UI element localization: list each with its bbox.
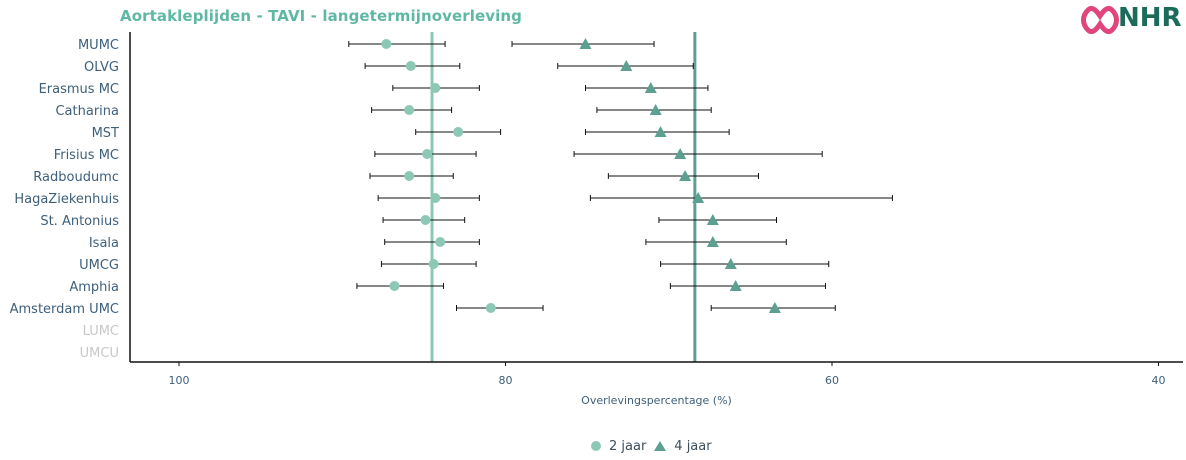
error-bar — [573, 151, 823, 157]
legend-label-2jaar: 2 jaar — [609, 438, 647, 454]
data-point-4jaar — [649, 104, 662, 115]
error-bar — [384, 239, 480, 245]
nhr-logo-icon — [1081, 5, 1119, 35]
y-label: Frisius MC — [54, 148, 119, 163]
y-label: MUMC — [78, 38, 119, 53]
data-point-4jaar — [729, 280, 742, 291]
error-bar — [348, 41, 446, 47]
reference-lines — [430, 32, 697, 362]
error-bar — [356, 283, 444, 289]
data-point-4jaar — [768, 302, 781, 313]
error-bar — [669, 283, 826, 289]
data-point-4jaar — [620, 60, 633, 71]
y-label: UMCU — [80, 346, 119, 361]
data-point-4jaar — [579, 38, 592, 49]
y-label: Erasmus MC — [39, 82, 119, 97]
data-point-2jaar — [435, 237, 446, 247]
error-bar — [584, 85, 709, 91]
error-bar — [456, 305, 544, 311]
x-tick-label: 40 — [1152, 374, 1166, 387]
nhr-logo: NHR — [1080, 0, 1186, 40]
data-point-2jaar — [404, 171, 415, 181]
data-point-2jaar — [381, 39, 392, 49]
y-axis-labels: MUMC OLVG Erasmus MC Catharina MST Frisius MC… — [10, 38, 120, 361]
x-axis: 100 80 60 40 Overlevingspercentage (%) — [129, 32, 1183, 407]
data-point-2jaar — [430, 193, 441, 203]
y-label: Amsterdam UMC — [10, 302, 119, 317]
chart-title: Aortakleplijden - TAVI - langetermijnove… — [120, 7, 523, 25]
data-point-2jaar — [453, 127, 464, 137]
x-tick-label: 100 — [168, 374, 189, 387]
legend-item-4jaar: 4 jaar — [654, 438, 712, 454]
data-point-4jaar — [692, 192, 705, 203]
data-point-2jaar — [389, 281, 400, 291]
y-label: MST — [92, 126, 119, 141]
data-point-2jaar — [422, 149, 433, 159]
error-bar — [658, 217, 777, 223]
data-point-2jaar — [404, 105, 415, 115]
data-point-2jaar — [485, 303, 496, 313]
data-point-2jaar — [430, 83, 441, 93]
data-point-4jaar — [724, 258, 737, 269]
data-point-4jaar — [706, 236, 719, 247]
y-label: UMCG — [79, 258, 119, 273]
x-tick-label: 60 — [825, 374, 839, 387]
data-point-4jaar — [654, 126, 667, 137]
y-label: Catharina — [55, 104, 119, 119]
forest-plot: MUMC OLVG Erasmus MC Catharina MST Frisius MC… — [10, 32, 1183, 407]
y-label: Isala — [89, 236, 119, 251]
circle-marker-icon — [591, 441, 601, 451]
data-point-4jaar — [679, 170, 692, 181]
error-bar — [660, 261, 830, 267]
data-point-4jaar — [706, 214, 719, 225]
y-label: OLVG — [84, 60, 119, 75]
nhr-logo-text: NHR — [1118, 3, 1182, 33]
data-point-4jaar — [644, 82, 657, 93]
y-label: St. Antonius — [40, 214, 119, 229]
y-label: LUMC — [83, 324, 119, 339]
data-point-4jaar — [674, 148, 687, 159]
legend-label-4jaar: 4 jaar — [674, 438, 712, 454]
error-bars — [348, 41, 893, 311]
y-label: Radboudumc — [33, 170, 119, 185]
y-label: Amphia — [69, 280, 119, 295]
data-point-2jaar — [420, 215, 431, 225]
x-axis-label: Overlevingspercentage (%) — [581, 394, 732, 407]
data-point-2jaar — [428, 259, 439, 269]
legend: 2 jaar 4 jaar — [591, 436, 720, 456]
legend-item-2jaar: 2 jaar — [591, 439, 646, 454]
error-bar — [589, 195, 893, 201]
triangle-marker-icon — [654, 441, 667, 451]
error-bar — [377, 195, 480, 201]
data-markers — [381, 38, 781, 313]
y-label: HagaZiekenhuis — [14, 192, 119, 207]
x-tick-label: 80 — [498, 374, 512, 387]
data-point-2jaar — [405, 61, 416, 71]
